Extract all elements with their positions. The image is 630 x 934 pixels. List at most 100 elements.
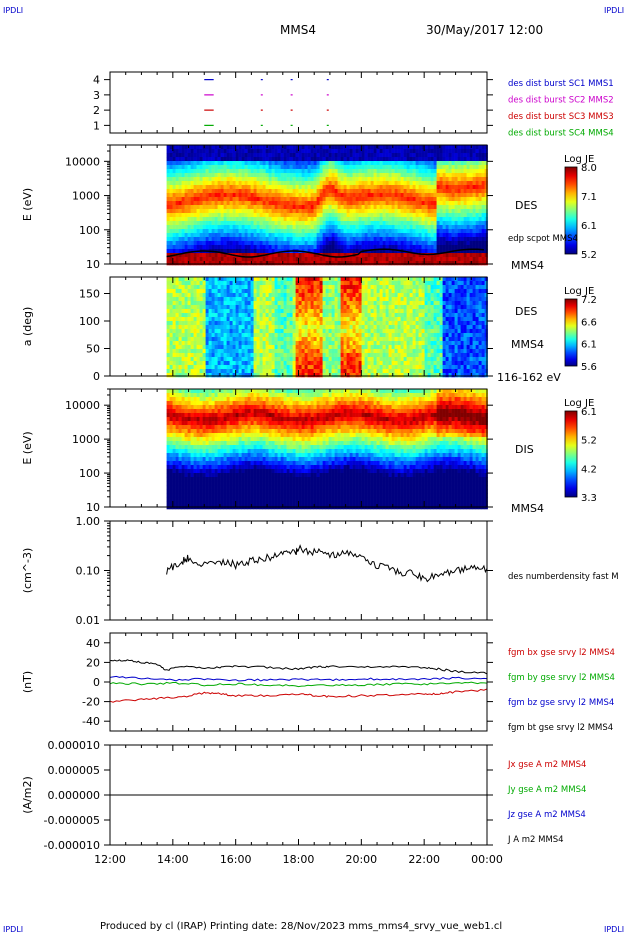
spectrogram-cell [235,341,239,346]
spectrogram-cell [331,369,335,374]
spectrogram-cell [184,189,188,194]
spectrogram-cell [262,325,266,330]
spectrogram-cell [172,281,176,286]
spectrogram-cell [250,153,254,158]
spectrogram-cell [448,189,452,194]
spectrogram-cell [298,169,302,174]
spectrogram-cell [262,321,266,326]
spectrogram-cell [178,233,182,238]
spectrogram-cell [310,293,314,298]
spectrogram-cell [280,321,284,326]
spectrogram-cell [298,241,302,246]
spectrogram-cell [235,289,239,294]
spectrogram-cell [205,329,209,334]
spectrogram-cell [316,357,320,362]
spectrogram-cell [310,161,314,166]
spectrogram-cell [418,153,422,158]
spectrogram-cell [232,205,236,210]
spectrogram-cell [223,197,227,202]
spectrogram-cell [346,309,350,314]
spectrogram-cell [193,221,197,226]
spectrogram-cell [253,297,257,302]
spectrogram-cell [232,217,236,222]
spectrogram-cell [448,145,452,150]
spectrogram-cell [232,249,236,254]
spectrogram-cell [238,173,242,178]
spectrogram-cell [298,153,302,158]
spectrogram-cell [178,225,182,230]
spectrogram-cell [325,297,329,302]
spectrogram-cell [442,257,446,262]
spectrogram-cell [166,357,170,362]
spectrogram-cell [235,229,239,234]
spectrogram-cell [322,361,326,366]
spectrogram-cell [304,277,308,282]
spectrogram-cell [322,305,326,310]
spectrogram-cell [322,209,326,214]
spectrogram-cell [412,149,416,154]
spectrogram-cell [229,337,233,342]
spectrogram-cell [238,177,242,182]
spectrogram-cell [334,297,338,302]
spectrogram-cell [319,245,323,250]
spectrogram-cell [196,297,200,302]
spectrogram-cell [322,161,326,166]
spectrogram-cell [172,149,176,154]
spectrogram-cell [412,205,416,210]
spectrogram-cell [292,233,296,238]
spectrogram-cell [238,213,242,218]
spectrogram-cell [172,153,176,158]
spectrogram-cell [319,221,323,226]
spectrogram-cell [196,349,200,354]
spectrogram-cell [217,157,221,162]
spectrogram-cell [205,201,209,206]
spectrogram-cell [313,161,317,166]
spectrogram-cell [175,297,179,302]
spectrogram-cell [349,313,353,318]
spectrogram-cell [169,181,173,186]
spectrogram-cell [310,285,314,290]
spectrogram-cell [466,149,470,154]
spectrogram-cell [343,237,347,242]
spectrogram-cell [385,181,389,186]
spectrogram-cell [334,245,338,250]
spectrogram-cell [337,233,341,238]
spectrogram-cell [286,221,290,226]
spectrogram-cell [199,373,203,378]
spectrogram-cell [280,241,284,246]
spectrogram-cell [457,177,461,182]
spectrogram-cell [307,305,311,310]
spectrogram-cell [208,313,212,318]
spectrogram-cell [436,181,440,186]
spectrogram-cell [316,309,320,314]
spectrogram-cell [421,249,425,254]
spectrogram-cell [175,181,179,186]
spectrogram-cell [271,349,275,354]
spectrogram-cell [469,157,473,162]
spectrogram-cell [238,349,242,354]
spectrogram-cell [484,233,488,238]
spectrogram-cell [310,201,314,206]
spectrogram-cell [382,241,386,246]
spectrogram-cell [169,217,173,222]
spectrogram-cell [463,241,467,246]
spectrogram-cell [277,249,281,254]
spectrogram-cell [202,157,206,162]
spectrogram-cell [364,261,368,266]
spectrogram-cell [358,245,362,250]
spectrogram-cell [187,293,191,298]
spectrogram-cell [406,233,410,238]
spectrogram-cell [418,181,422,186]
spectrogram-cell [259,261,263,266]
spectrogram-cell [460,233,464,238]
spectrogram-cell [196,161,200,166]
spectrogram-cell [355,241,359,246]
spectrogram-cell [280,205,284,210]
spectrogram-cell [352,201,356,206]
spectrogram-cell [175,313,179,318]
spectrogram-cell [208,317,212,322]
spectrogram-cell [475,221,479,226]
spectrogram-cell [421,205,425,210]
spectrogram-cell [340,365,344,370]
spectrogram-cell [259,181,263,186]
